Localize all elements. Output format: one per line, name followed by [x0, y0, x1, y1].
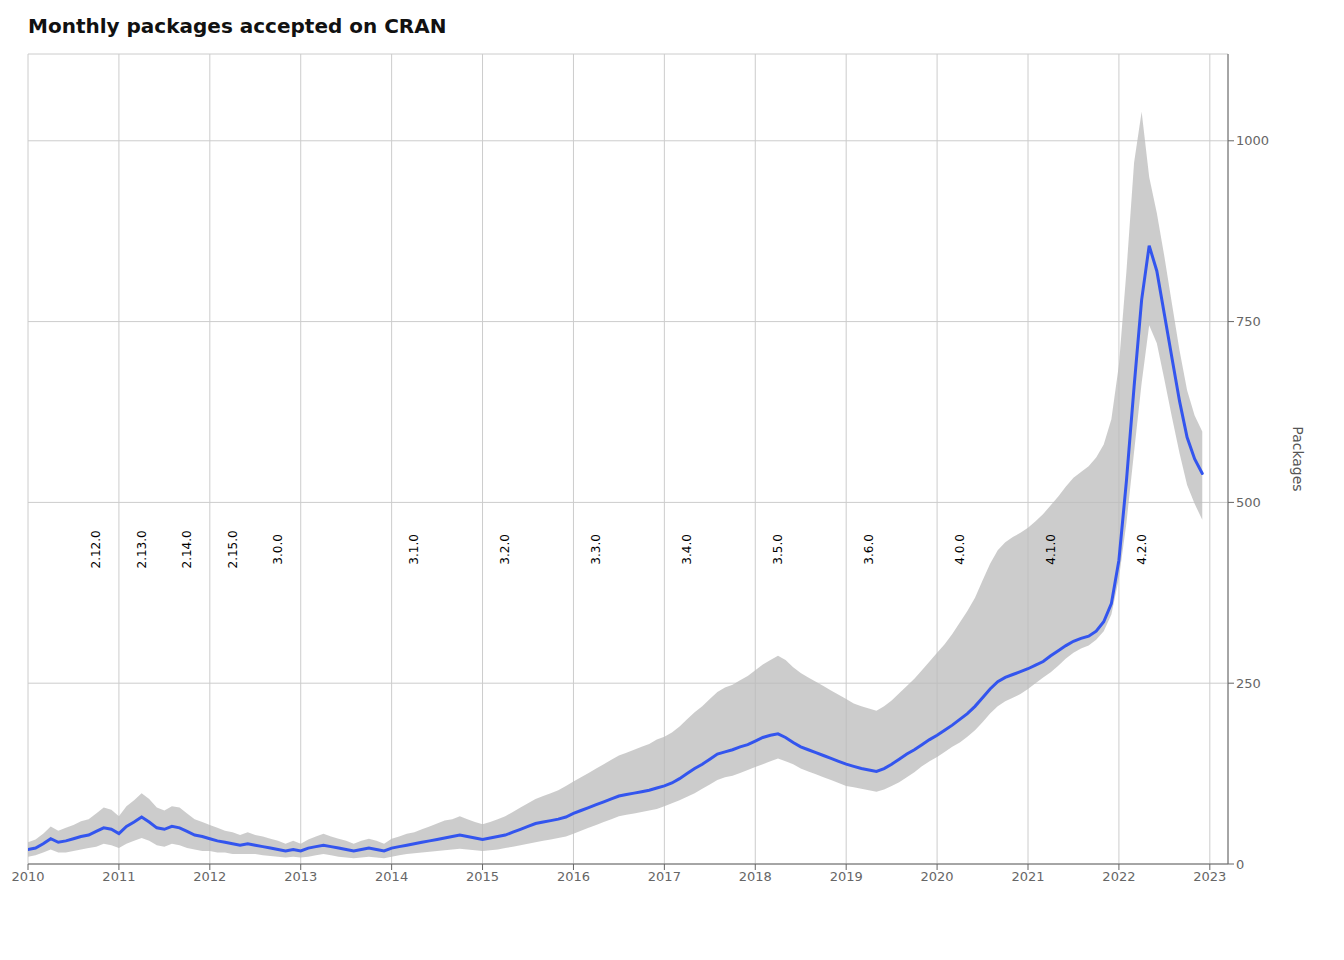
svg-text:750: 750 — [1236, 314, 1261, 329]
svg-text:2012: 2012 — [193, 869, 226, 884]
svg-text:Packages: Packages — [1290, 426, 1306, 491]
svg-text:4.0.0: 4.0.0 — [953, 534, 967, 565]
svg-text:500: 500 — [1236, 495, 1261, 510]
svg-text:4.2.0: 4.2.0 — [1135, 534, 1149, 565]
svg-text:2018: 2018 — [739, 869, 772, 884]
svg-text:2022: 2022 — [1102, 869, 1135, 884]
svg-text:3.4.0: 3.4.0 — [680, 534, 694, 565]
svg-text:250: 250 — [1236, 676, 1261, 691]
svg-text:3.1.0: 3.1.0 — [407, 534, 421, 565]
svg-text:2014: 2014 — [375, 869, 408, 884]
svg-text:2017: 2017 — [648, 869, 681, 884]
svg-text:2019: 2019 — [830, 869, 863, 884]
svg-text:2.13.0: 2.13.0 — [135, 530, 149, 568]
svg-text:2010: 2010 — [11, 869, 44, 884]
svg-text:3.6.0: 3.6.0 — [862, 534, 876, 565]
svg-text:2016: 2016 — [557, 869, 590, 884]
svg-text:3.0.0: 3.0.0 — [271, 534, 285, 565]
svg-text:2011: 2011 — [102, 869, 135, 884]
svg-text:2013: 2013 — [284, 869, 317, 884]
svg-text:2.12.0: 2.12.0 — [89, 530, 103, 568]
svg-text:2015: 2015 — [466, 869, 499, 884]
svg-text:2021: 2021 — [1011, 869, 1044, 884]
svg-text:1000: 1000 — [1236, 133, 1269, 148]
svg-text:2.15.0: 2.15.0 — [226, 530, 240, 568]
svg-text:3.2.0: 3.2.0 — [498, 534, 512, 565]
svg-text:3.5.0: 3.5.0 — [771, 534, 785, 565]
svg-text:4.1.0: 4.1.0 — [1044, 534, 1058, 565]
html-text:Monthly packages accepted on C: Monthly packages accepted on CRAN — [28, 14, 447, 38]
svg-text:2.14.0: 2.14.0 — [180, 530, 194, 568]
svg-text:2020: 2020 — [921, 869, 954, 884]
svg-text:2023: 2023 — [1193, 869, 1226, 884]
svg-text:3.3.0: 3.3.0 — [589, 534, 603, 565]
svg-text:0: 0 — [1236, 857, 1244, 872]
